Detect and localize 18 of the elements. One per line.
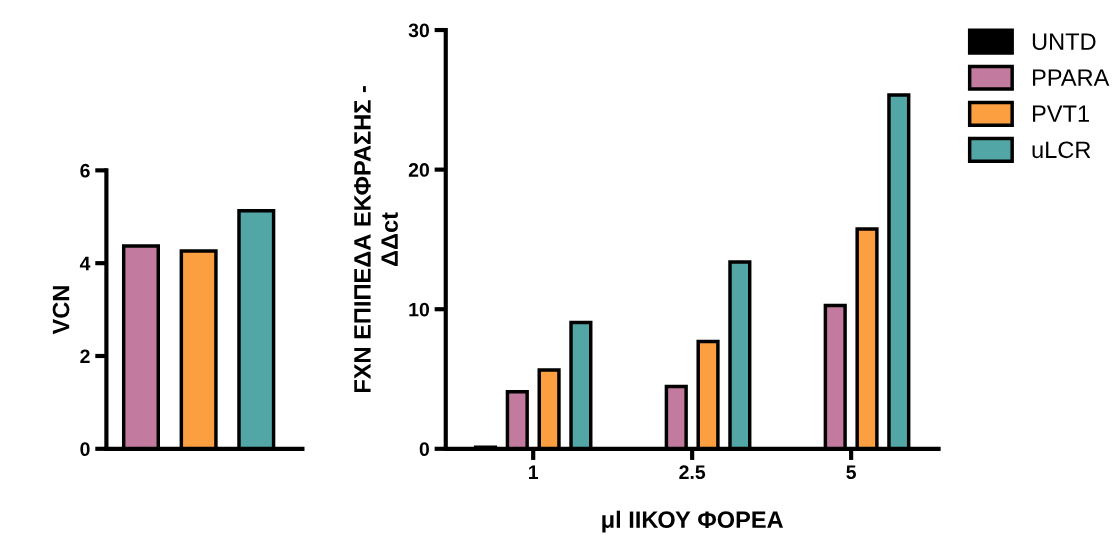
y-tick-label: 30 bbox=[408, 23, 429, 38]
x-tick-label: 5 bbox=[846, 465, 856, 480]
y-tick-label: 0 bbox=[80, 442, 90, 457]
legend-label: uLCR bbox=[1032, 141, 1091, 159]
x-axis-title: μl ΙΙΚΟΥ ΦΟΡΕΑ bbox=[602, 510, 784, 533]
y-axis-title: FXN ΕΠΙΠΕΔΑ ΕΚΦΡΑΣΗΣ - ΔΔct bbox=[354, 86, 398, 393]
y-tick-label: 2 bbox=[80, 349, 90, 364]
legend-label: PVT1 bbox=[1032, 105, 1089, 122]
y-axis-title: VCN bbox=[52, 286, 70, 335]
legend-label: PPARA bbox=[1032, 69, 1110, 86]
y-tick-label: 6 bbox=[80, 163, 90, 178]
y-tick-label: 20 bbox=[408, 163, 429, 177]
x-tick-label: 1 bbox=[529, 465, 539, 479]
y-tick-label: 0 bbox=[419, 442, 429, 457]
y-tick-label: 4 bbox=[79, 256, 91, 271]
legend-label: UNTD bbox=[1032, 33, 1096, 50]
x-tick-label: 2.5 bbox=[679, 465, 706, 480]
y-tick-label: 10 bbox=[409, 302, 429, 317]
